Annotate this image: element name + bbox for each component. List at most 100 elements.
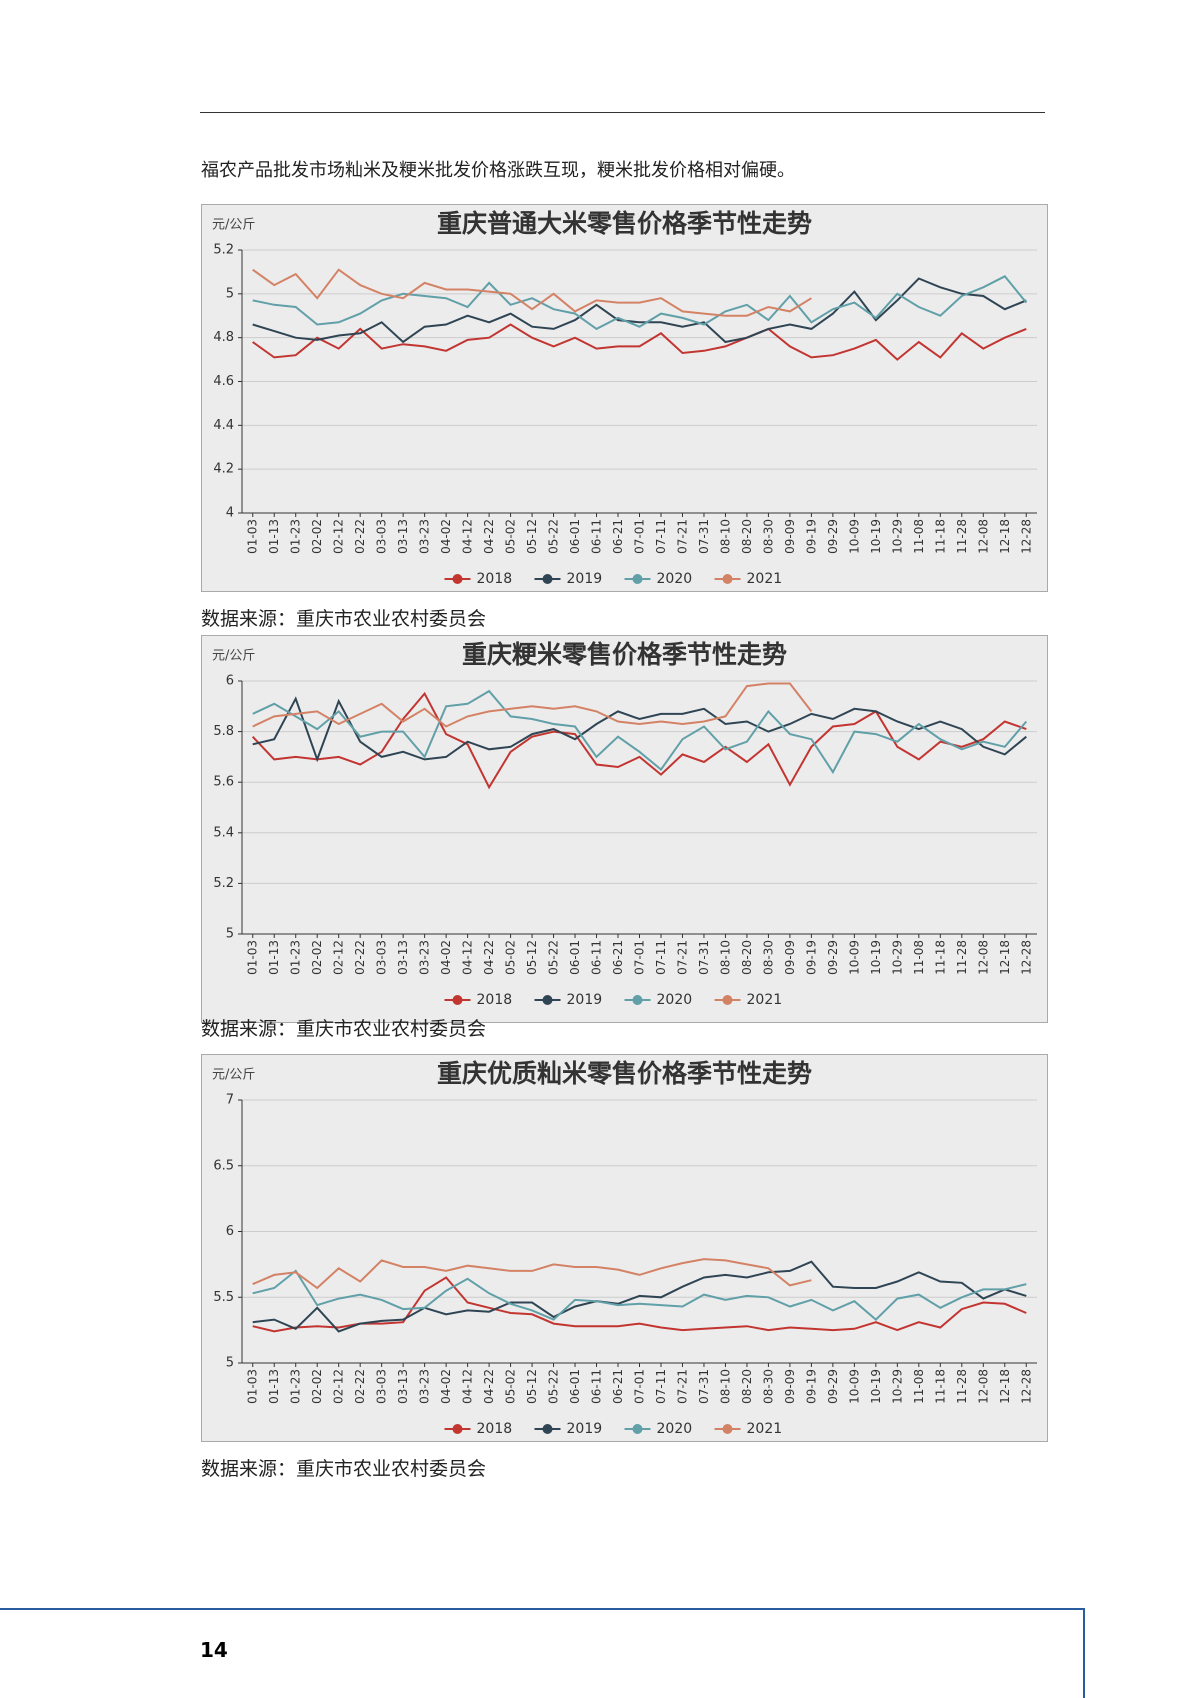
x-tick-label: 11-08 (912, 1369, 926, 1404)
x-tick-label: 01-03 (246, 940, 260, 975)
x-tick-label: 08-10 (718, 519, 732, 554)
y-tick-label: 5 (226, 927, 234, 942)
x-tick-label: 06-01 (568, 940, 582, 975)
chart-box: 重庆优质籼米零售价格季节性走势 元/公斤 5 5.5 6 6.5 7 01-03 01-13 01… (201, 1054, 1048, 1442)
legend-label: 2019 (567, 992, 603, 1008)
x-tick-label: 05-22 (547, 519, 561, 554)
y-tick-label: 4 (226, 506, 234, 521)
x-tick-label: 12-18 (998, 1369, 1012, 1404)
y-tick-label: 4.6 (213, 374, 234, 389)
x-tick-label: 08-20 (740, 1369, 754, 1404)
x-tick-label: 06-21 (611, 940, 625, 975)
x-tick-label: 06-21 (611, 519, 625, 554)
x-tick-label: 04-12 (461, 940, 475, 975)
x-tick-label: 11-18 (933, 1369, 947, 1404)
x-tick-label: 09-29 (826, 1369, 840, 1404)
legend-marker (722, 1424, 733, 1434)
legend-marker (632, 1424, 643, 1434)
x-tick-label: 03-13 (396, 940, 410, 975)
series-line (252, 696, 1027, 763)
x-tick-label: 01-23 (289, 1369, 303, 1404)
x-tick-label: 12-18 (998, 519, 1012, 554)
legend-marker (452, 574, 463, 584)
x-tick-label: 04-22 (482, 519, 496, 554)
x-tick-label: 07-01 (633, 940, 647, 975)
x-tick-label: 09-29 (826, 519, 840, 554)
x-tick-label: 02-22 (353, 519, 367, 554)
x-tick-label: 08-30 (761, 519, 775, 554)
x-tick-label: 05-22 (547, 940, 561, 975)
y-tick-label: 5 (226, 1356, 234, 1371)
x-tick-label: 03-13 (396, 1369, 410, 1404)
x-tick-label: 08-10 (718, 1369, 732, 1404)
x-tick-label: 05-12 (525, 1369, 539, 1404)
source: 数据来源：重庆市农业农村委员会 (201, 1018, 487, 1040)
x-tick-label: 07-11 (654, 1369, 668, 1404)
x-tick-label: 10-09 (847, 940, 861, 975)
chart: 重庆优质籼米零售价格季节性走势 元/公斤 5 5.5 6 6.5 7 01-03 01-13 01… (212, 1059, 1037, 1437)
legend-marker (452, 1424, 463, 1434)
series-line (252, 1258, 812, 1290)
x-tick-label: 12-18 (998, 940, 1012, 975)
legend-marker (632, 574, 643, 584)
x-tick-label: 11-18 (933, 519, 947, 554)
x-tick-label: 02-12 (332, 519, 346, 554)
series-line (252, 277, 1027, 344)
legend-label: 2019 (567, 1421, 603, 1437)
y-tick-label: 7 (226, 1093, 234, 1108)
legend-marker (722, 995, 733, 1005)
legend-label: 2018 (477, 571, 513, 587)
y-tick-label: 5.6 (213, 775, 234, 790)
x-tick-label: 04-02 (439, 519, 453, 554)
x-tick-label: 09-19 (804, 940, 818, 975)
x-tick-label: 07-21 (675, 1369, 689, 1404)
x-tick-label: 11-08 (912, 940, 926, 975)
series-line (252, 689, 1028, 775)
top-rule (200, 112, 1045, 113)
legend-label: 2020 (657, 992, 693, 1008)
x-tick-label: 02-02 (310, 519, 324, 554)
x-tick-label: 12-08 (976, 940, 990, 975)
chart-title: 重庆普通大米零售价格季节性走势 (437, 209, 812, 238)
y-axis-label: 元/公斤 (212, 218, 255, 233)
x-tick-label: 02-22 (353, 1369, 367, 1404)
chart-title: 重庆优质籼米零售价格季节性走势 (437, 1059, 812, 1088)
x-tick-label: 10-29 (890, 1369, 904, 1404)
x-tick-label: 06-11 (590, 940, 604, 975)
x-tick-label: 01-03 (246, 519, 260, 554)
series-line (252, 1276, 1027, 1333)
x-tick-label: 09-09 (783, 940, 797, 975)
page-number: 14 (200, 1638, 228, 1662)
x-tick-label: 05-12 (525, 519, 539, 554)
x-tick-label: 08-30 (761, 940, 775, 975)
x-tick-label: 01-13 (267, 1369, 281, 1404)
x-tick-label: 10-29 (890, 519, 904, 554)
y-tick-label: 4.4 (213, 418, 234, 433)
x-tick-label: 06-01 (568, 1369, 582, 1404)
legend-label: 2021 (747, 571, 783, 587)
legend-label: 2018 (477, 1421, 513, 1437)
legend-label: 2020 (657, 1421, 693, 1437)
series-line (252, 1269, 1027, 1321)
x-tick-label: 10-19 (869, 940, 883, 975)
x-tick-label: 03-03 (375, 940, 389, 975)
legend-label: 2018 (477, 992, 513, 1008)
source: 数据来源：重庆市农业农村委员会 (201, 608, 487, 630)
y-tick-label: 6 (226, 1224, 234, 1239)
x-tick-label: 10-19 (869, 1369, 883, 1404)
series-line (252, 275, 1028, 331)
source: 数据来源：重庆市农业农村委员会 (201, 1458, 487, 1480)
chart-box: 重庆粳米零售价格季节性走势 元/公斤 5 5.2 5.4 5.6 5.8 6 01-03 01-1… (201, 635, 1048, 1023)
x-tick-label: 02-02 (310, 940, 324, 975)
y-tick-label: 5.2 (213, 876, 234, 891)
x-tick-label: 12-28 (1019, 940, 1033, 975)
x-tick-label: 03-23 (418, 519, 432, 554)
x-tick-label: 11-28 (955, 940, 969, 975)
series-line (252, 268, 812, 317)
legend-marker (452, 995, 463, 1005)
x-tick-label: 11-28 (955, 519, 969, 554)
legend-label: 2021 (747, 992, 783, 1008)
x-tick-label: 03-23 (418, 1369, 432, 1404)
x-tick-label: 05-22 (547, 1369, 561, 1404)
